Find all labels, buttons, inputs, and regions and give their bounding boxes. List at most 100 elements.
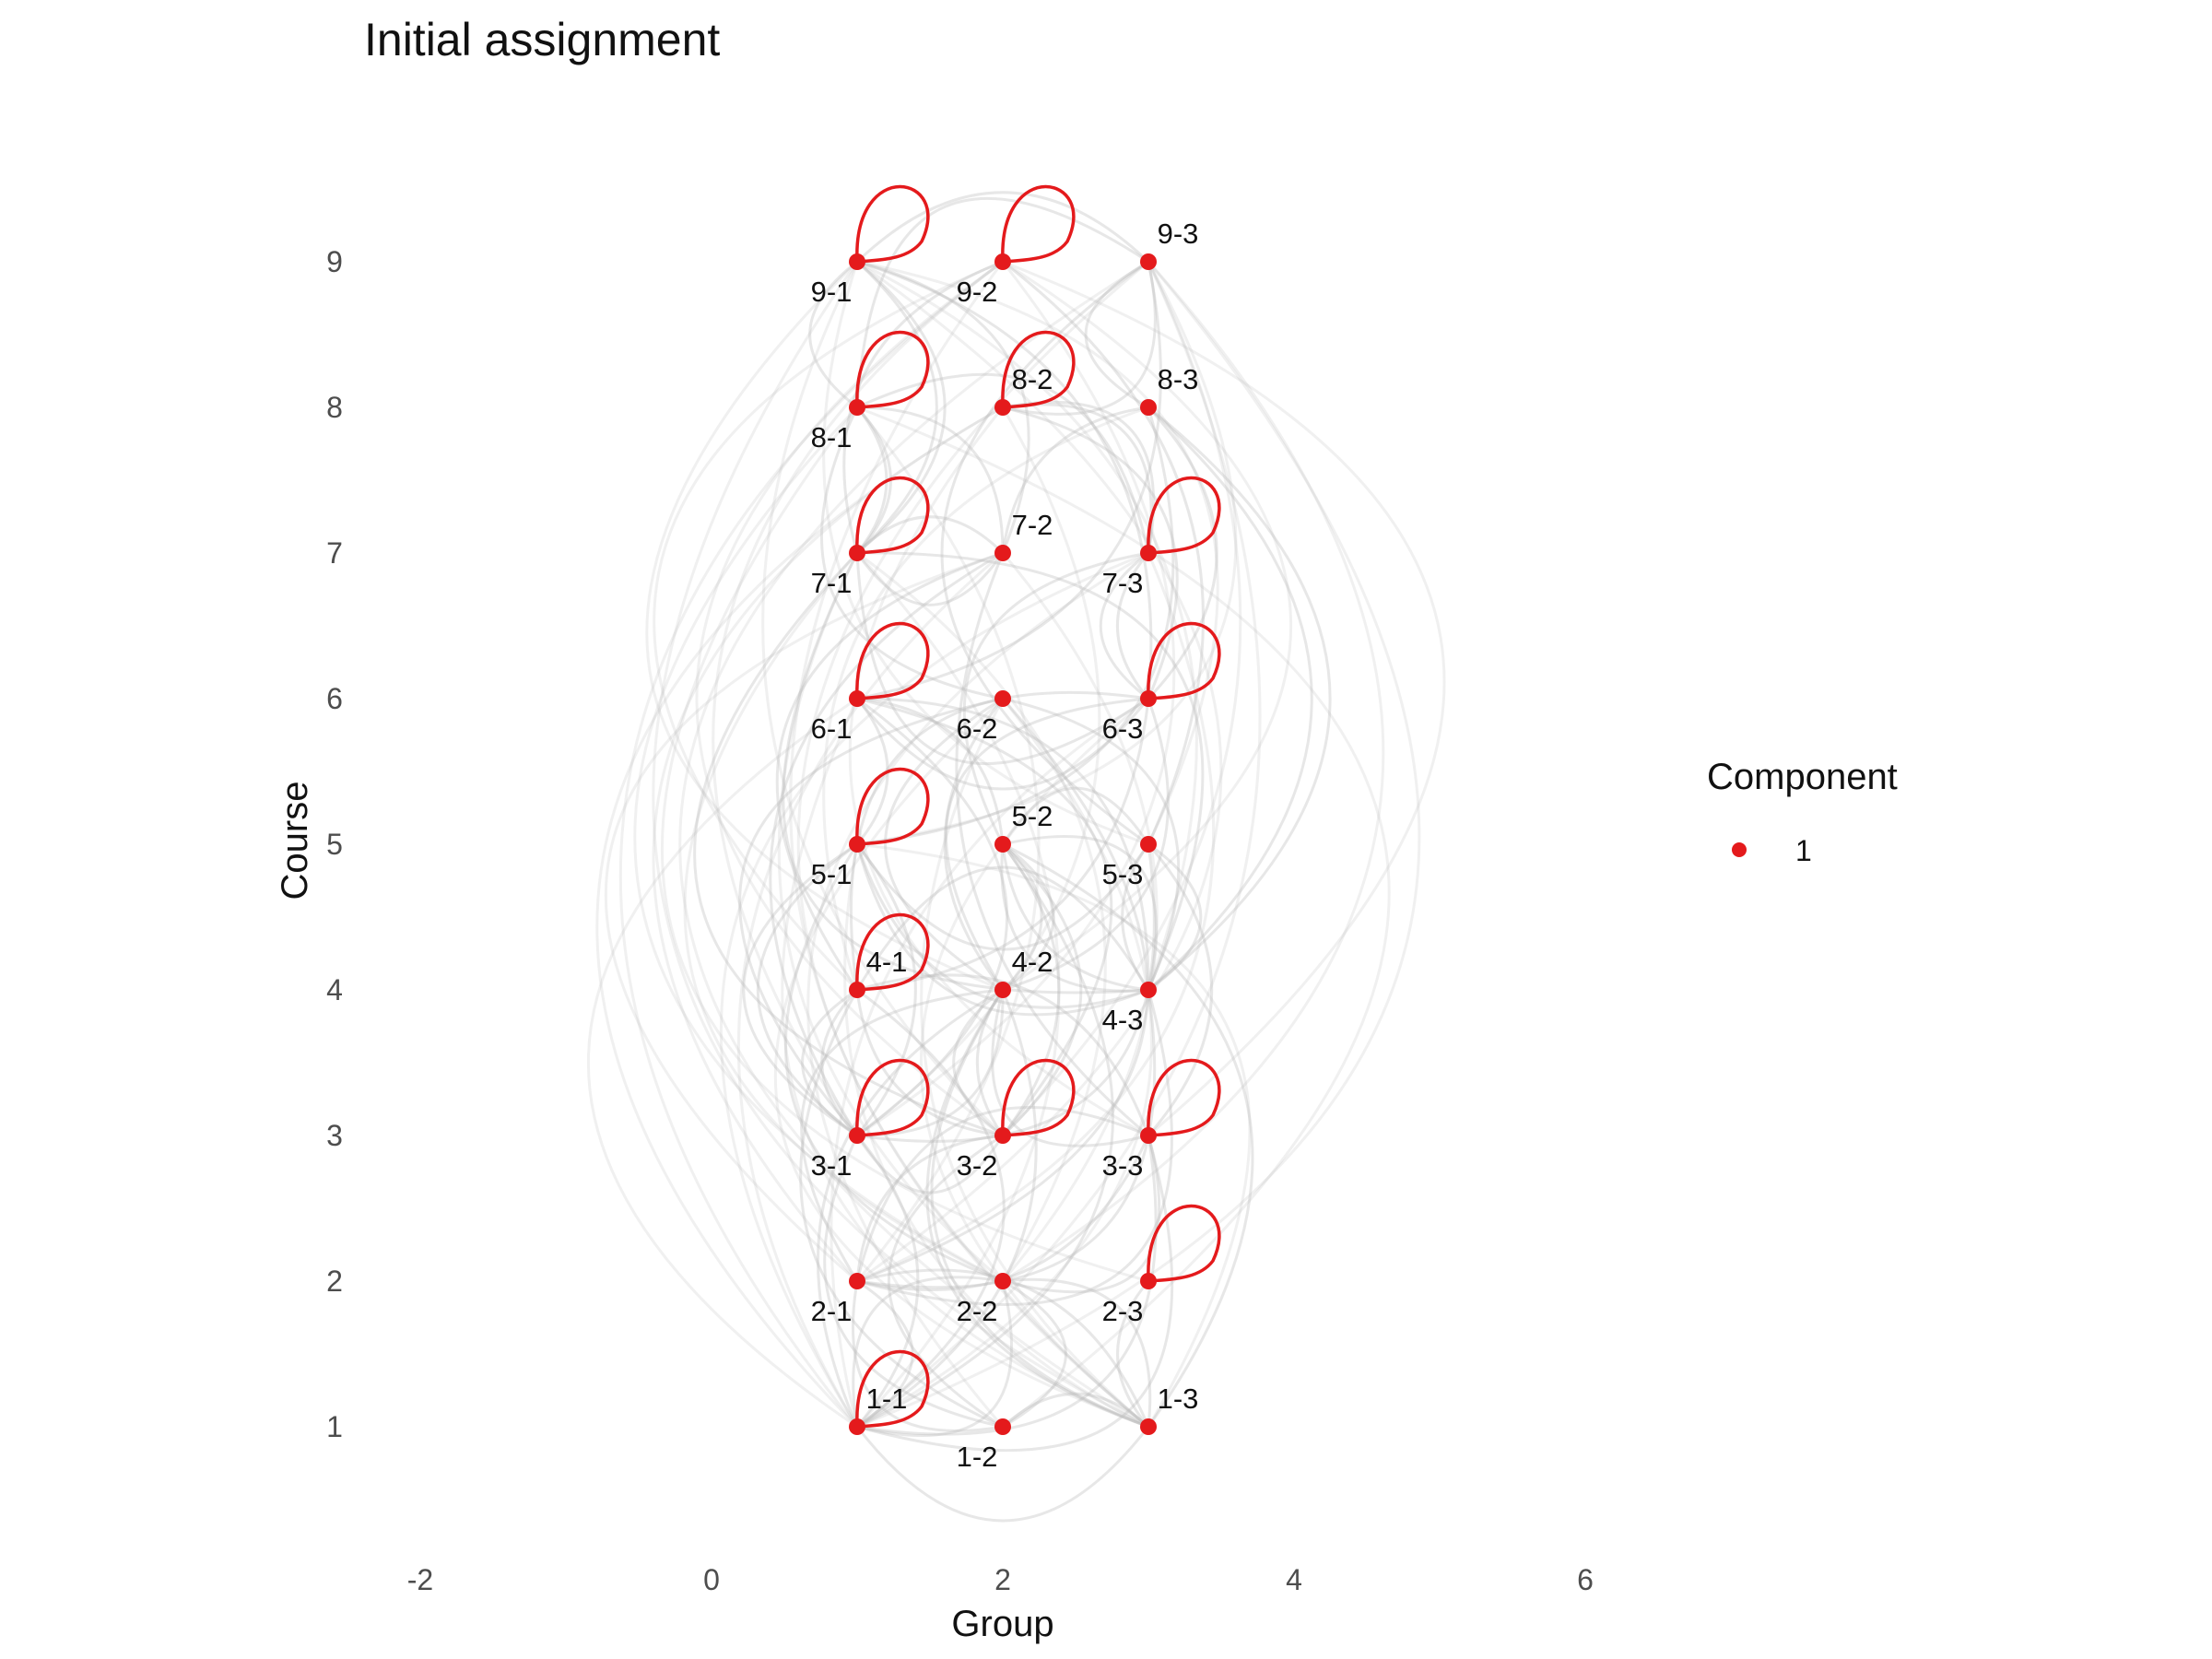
edge <box>855 843 917 1136</box>
edge <box>855 191 1150 264</box>
edge <box>1002 1279 1067 1429</box>
edge <box>1000 843 1149 993</box>
edge <box>856 698 1153 1429</box>
node-point <box>849 836 865 853</box>
edge <box>855 1134 1004 1282</box>
edge <box>822 261 1149 846</box>
node-point <box>849 690 865 707</box>
node-point <box>849 545 865 561</box>
node-label: 7-3 <box>1102 567 1144 599</box>
edge <box>799 989 1004 1429</box>
edge <box>661 406 1149 1283</box>
x-tick-label: 6 <box>1577 1563 1594 1596</box>
edge <box>816 988 1004 1428</box>
edge <box>855 552 1005 606</box>
edge <box>855 843 1149 1017</box>
node-point <box>1140 253 1157 270</box>
y-tick-label: 7 <box>326 536 343 570</box>
edge <box>930 989 1149 1429</box>
edge <box>855 1106 1149 1282</box>
node-label: 4-2 <box>1012 946 1053 978</box>
edge <box>719 551 1149 1428</box>
edge <box>1001 261 1242 1137</box>
edge <box>856 261 1238 846</box>
edge <box>945 697 1149 991</box>
edge <box>1002 260 1205 845</box>
edge <box>1001 786 1150 845</box>
edge <box>856 1280 1013 1437</box>
node-label: 9-2 <box>957 276 998 308</box>
y-tick-label: 2 <box>326 1265 343 1298</box>
node-label: 3-1 <box>811 1149 853 1182</box>
self-loop <box>1147 1058 1221 1137</box>
node-label: 4-1 <box>866 946 908 978</box>
edge <box>856 1268 1150 1428</box>
self-loop <box>1147 1204 1221 1283</box>
legend-key <box>1732 842 1747 857</box>
y-tick-label: 9 <box>326 245 343 278</box>
node-point <box>849 399 865 416</box>
self-loop-layer <box>855 184 1221 1429</box>
edge <box>695 260 1004 1137</box>
edge <box>633 406 1004 1283</box>
edge <box>1002 698 1170 992</box>
edge <box>1002 842 1254 1428</box>
node-point <box>849 1418 865 1435</box>
legend-title: Component <box>1707 757 1898 797</box>
x-tick-label: 0 <box>703 1563 720 1596</box>
x-axis-ticks: -2 0 2 4 6 <box>407 1563 1594 1596</box>
node-label: 6-1 <box>811 712 853 745</box>
edge <box>856 406 1101 1137</box>
edge <box>856 260 1223 1283</box>
node-point <box>994 836 1011 853</box>
node-label: 9-3 <box>1158 218 1199 250</box>
edge <box>789 261 1149 1429</box>
edge <box>856 260 947 555</box>
edge <box>1001 842 1083 1137</box>
node-label: 2-3 <box>1102 1295 1144 1327</box>
edge <box>1002 842 1055 992</box>
edge <box>756 842 858 1137</box>
node-point <box>994 545 1011 561</box>
node-point <box>994 399 1011 416</box>
edge <box>781 698 1149 1429</box>
node-point <box>994 982 1011 998</box>
node-label: 7-2 <box>1012 509 1053 541</box>
node-label: 3-3 <box>1102 1149 1144 1182</box>
edge <box>777 552 1004 1283</box>
edge <box>856 551 1107 1282</box>
edge <box>855 406 1041 1282</box>
node-label: 8-3 <box>1158 363 1199 395</box>
edge <box>822 406 1149 991</box>
node-point <box>1140 1418 1157 1435</box>
edge <box>855 843 1149 1009</box>
edge <box>856 261 1262 1429</box>
self-loop <box>1147 476 1221 555</box>
edge <box>856 989 1005 1137</box>
edge <box>800 988 1004 1282</box>
y-tick-label: 8 <box>326 391 343 424</box>
edge <box>856 552 1216 1283</box>
edge <box>808 260 858 409</box>
edge <box>1099 551 1149 700</box>
y-tick-label: 5 <box>326 828 343 861</box>
edge <box>855 1426 1150 1523</box>
edge <box>782 552 1149 994</box>
edge <box>888 1134 1004 1429</box>
edge <box>1147 843 1214 1136</box>
edge <box>940 260 1149 846</box>
edge <box>736 551 1004 1428</box>
edge <box>975 989 1005 1136</box>
edge <box>1147 406 1313 992</box>
x-tick-label: 4 <box>1286 1563 1302 1596</box>
edge <box>823 1135 1004 1429</box>
node-label: 8-1 <box>811 421 853 453</box>
edge <box>856 406 1175 846</box>
node-point <box>849 982 865 998</box>
node-point <box>994 690 1011 707</box>
node-label: 3-2 <box>957 1149 998 1182</box>
edge <box>856 1135 1150 1291</box>
edge <box>712 260 1004 1136</box>
edge <box>856 697 1005 845</box>
self-loop <box>855 1058 930 1137</box>
